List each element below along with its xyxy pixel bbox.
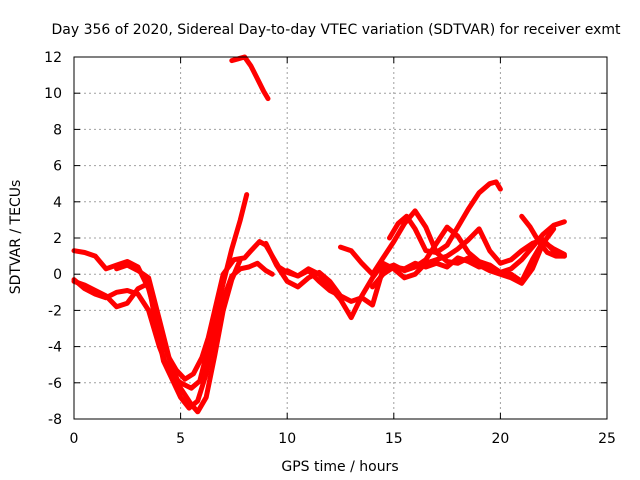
series-layer bbox=[71, 54, 567, 415]
series-line-5 bbox=[229, 54, 271, 102]
series-line-4 bbox=[114, 257, 243, 415]
tick-layer: 0 5 10 15 20 25 -8 -6 -4 -2 0 2 4 6 8 10 12 bbox=[44, 50, 616, 447]
y-tick-label: 0 bbox=[53, 267, 62, 283]
x-tick-label: 25 bbox=[598, 431, 616, 447]
y-tick-label: 10 bbox=[44, 86, 62, 102]
y-tick-label: 8 bbox=[53, 122, 62, 138]
y-tick-label: -8 bbox=[48, 412, 62, 428]
y-tick-label: 12 bbox=[44, 50, 62, 66]
y-tick-label: -6 bbox=[48, 376, 62, 392]
y-tick-label: -2 bbox=[48, 303, 62, 319]
chart-title: Day 356 of 2020, Sidereal Day-to-day VTE… bbox=[52, 22, 622, 38]
series-line-11 bbox=[519, 213, 567, 259]
y-tick-label: 2 bbox=[53, 231, 62, 247]
y-tick-label: 4 bbox=[53, 195, 62, 211]
y-axis-label: SDTVAR / TECUs bbox=[8, 180, 24, 295]
x-tick-label: 0 bbox=[70, 431, 79, 447]
x-tick-label: 5 bbox=[176, 431, 185, 447]
x-axis-label: GPS time / hours bbox=[281, 459, 398, 475]
x-tick-label: 10 bbox=[278, 431, 296, 447]
y-tick-label: 6 bbox=[53, 159, 62, 175]
x-tick-label: 20 bbox=[491, 431, 509, 447]
y-tick-label: -4 bbox=[48, 340, 62, 356]
series-line-3 bbox=[71, 260, 275, 411]
series-line-10 bbox=[370, 239, 567, 290]
series-line-7 bbox=[284, 226, 567, 321]
x-tick-label: 15 bbox=[385, 431, 403, 447]
series-line-9 bbox=[387, 179, 503, 255]
